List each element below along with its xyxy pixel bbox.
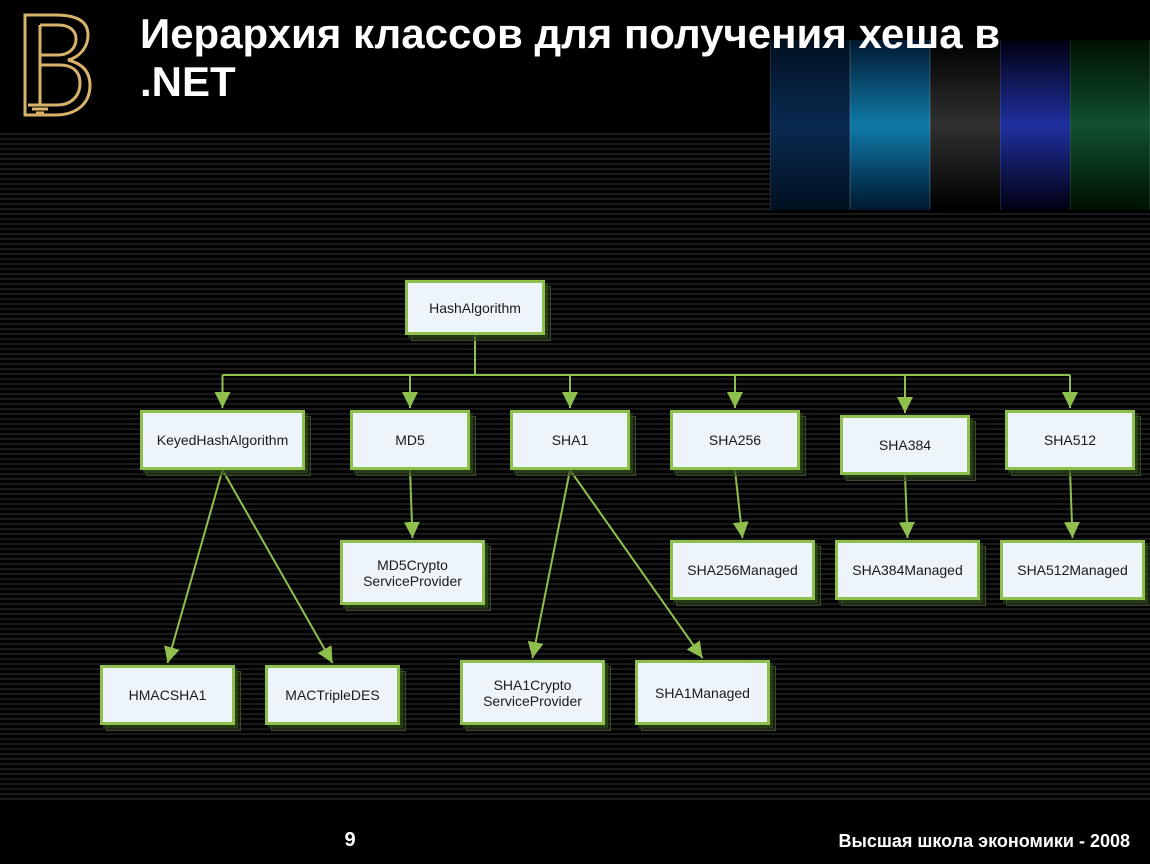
- node-sha1: SHA1: [510, 410, 630, 470]
- node-keyed: KeyedHashAlgorithm: [140, 410, 305, 470]
- node-sha256: SHA256: [670, 410, 800, 470]
- hse-logo: [10, 5, 110, 125]
- node-sha1m: SHA1Managed: [635, 660, 770, 725]
- node-mactdes: MACTripleDES: [265, 665, 400, 725]
- node-sha1csp: SHA1Crypto ServiceProvider: [460, 660, 605, 725]
- page-number: 9: [0, 829, 700, 852]
- node-sha384: SHA384: [840, 415, 970, 475]
- node-hmacsha1: HMACSHA1: [100, 665, 235, 725]
- footer-text: Высшая школа экономики - 2008: [839, 831, 1131, 852]
- node-sha384m: SHA384Managed: [835, 540, 980, 600]
- node-md5: MD5: [350, 410, 470, 470]
- slide-title: Иерархия классов для получения хеша в .N…: [140, 10, 1040, 107]
- node-md5csp: MD5Crypto ServiceProvider: [340, 540, 485, 605]
- node-sha256m: SHA256Managed: [670, 540, 815, 600]
- node-root: HashAlgorithm: [405, 280, 545, 335]
- node-sha512: SHA512: [1005, 410, 1135, 470]
- class-hierarchy-diagram: HashAlgorithm KeyedHashAlgorithm MD5 SHA1 SH…: [0, 0, 1150, 864]
- node-sha512m: SHA512Managed: [1000, 540, 1145, 600]
